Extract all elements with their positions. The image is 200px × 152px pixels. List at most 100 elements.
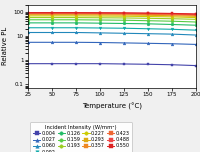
Line: 0.004: 0.004	[27, 62, 197, 67]
Line: 0.092: 0.092	[27, 26, 197, 32]
0.488	[123, 12, 125, 14]
0.227	[195, 17, 197, 19]
0.193	[27, 17, 29, 19]
0.423	[75, 12, 77, 14]
Line: 0.227: 0.227	[27, 14, 197, 19]
Line: 0.193: 0.193	[27, 16, 197, 21]
0.159	[123, 19, 125, 21]
0.227	[51, 15, 53, 17]
0.423	[171, 13, 173, 15]
Legend: 0.004, 0.027, 0.060, 0.092, 0.126, 0.159, 0.193, 0.227, 0.293, 0.357, 0.423, 0.4: 0.004, 0.027, 0.060, 0.092, 0.126, 0.159…	[30, 122, 132, 152]
0.027	[195, 43, 197, 45]
0.060	[147, 33, 149, 35]
0.227	[171, 16, 173, 18]
0.293	[147, 14, 149, 16]
0.227	[27, 15, 29, 17]
0.488	[147, 12, 149, 14]
0.126	[171, 24, 173, 25]
0.004	[123, 63, 125, 65]
0.092	[75, 27, 77, 29]
0.159	[27, 19, 29, 21]
Line: 0.357: 0.357	[27, 12, 197, 17]
Line: 0.159: 0.159	[27, 18, 197, 23]
0.357	[99, 13, 101, 15]
Line: 0.550: 0.550	[27, 11, 197, 15]
0.357	[75, 13, 77, 15]
0.488	[171, 13, 173, 15]
0.193	[123, 17, 125, 19]
0.004	[171, 64, 173, 66]
0.060	[51, 32, 53, 33]
0.060	[195, 34, 197, 36]
0.357	[147, 14, 149, 15]
0.126	[123, 23, 125, 24]
0.227	[99, 15, 101, 17]
Line: 0.293: 0.293	[27, 13, 197, 18]
0.423	[99, 12, 101, 14]
0.027	[147, 42, 149, 44]
0.004	[99, 63, 101, 65]
0.004	[75, 63, 77, 65]
0.423	[51, 12, 53, 14]
0.027	[27, 41, 29, 43]
0.227	[147, 16, 149, 17]
0.293	[51, 14, 53, 16]
0.193	[147, 17, 149, 19]
0.293	[75, 14, 77, 16]
0.550	[195, 13, 197, 15]
0.550	[147, 12, 149, 14]
0.488	[195, 13, 197, 15]
0.004	[51, 63, 53, 65]
0.488	[27, 12, 29, 14]
0.126	[99, 22, 101, 24]
0.004	[147, 63, 149, 65]
Line: 0.488: 0.488	[27, 12, 197, 16]
0.227	[123, 15, 125, 17]
0.126	[147, 23, 149, 25]
0.060	[75, 32, 77, 33]
0.027	[99, 42, 101, 43]
0.293	[27, 14, 29, 16]
Line: 0.060: 0.060	[27, 31, 197, 36]
0.423	[195, 14, 197, 16]
0.060	[27, 32, 29, 33]
0.193	[51, 17, 53, 19]
0.159	[147, 20, 149, 22]
0.159	[171, 20, 173, 22]
0.092	[27, 27, 29, 29]
0.060	[99, 32, 101, 34]
0.550	[99, 12, 101, 14]
Line: 0.126: 0.126	[27, 21, 197, 27]
0.126	[195, 24, 197, 26]
0.488	[51, 12, 53, 14]
0.092	[195, 29, 197, 31]
0.293	[195, 16, 197, 17]
0.423	[27, 12, 29, 14]
0.004	[195, 65, 197, 67]
0.159	[195, 21, 197, 23]
0.488	[99, 12, 101, 14]
0.193	[99, 17, 101, 19]
0.027	[75, 41, 77, 43]
0.488	[75, 12, 77, 14]
0.027	[51, 41, 53, 43]
0.550	[75, 12, 77, 14]
0.357	[171, 14, 173, 16]
Y-axis label: Relative PL: Relative PL	[2, 27, 8, 66]
Line: 0.423: 0.423	[27, 12, 197, 16]
0.060	[123, 32, 125, 34]
0.092	[123, 27, 125, 29]
0.092	[51, 27, 53, 29]
0.423	[123, 13, 125, 14]
0.357	[123, 13, 125, 15]
0.293	[99, 14, 101, 16]
0.293	[171, 15, 173, 17]
0.357	[27, 13, 29, 15]
0.126	[27, 22, 29, 24]
0.423	[147, 13, 149, 15]
0.550	[27, 12, 29, 14]
0.004	[27, 63, 29, 65]
0.357	[195, 15, 197, 16]
0.550	[51, 12, 53, 14]
0.159	[99, 19, 101, 21]
